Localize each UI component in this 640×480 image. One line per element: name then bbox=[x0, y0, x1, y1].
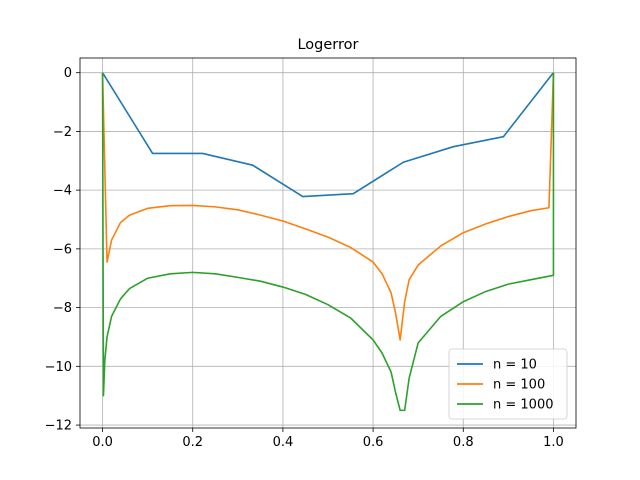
series-line-1 bbox=[101, 72, 555, 198]
x-tick-label: 1.0 bbox=[543, 435, 564, 450]
y-tick-label: −6 bbox=[53, 242, 72, 257]
legend-label: n = 1000 bbox=[493, 398, 553, 413]
legend: n = 10 n = 100 n = 1000 bbox=[448, 348, 568, 420]
series-line-2 bbox=[101, 72, 555, 341]
legend-frame bbox=[448, 348, 568, 420]
series-line-3 bbox=[101, 72, 555, 412]
legend-label: n = 100 bbox=[493, 378, 545, 393]
y-tick-label: −2 bbox=[53, 125, 72, 140]
chart-title: Logerror bbox=[297, 37, 358, 53]
axis-ticks: 0.0 0.2 0.4 0.6 0.8 1.0 0 −2 −4 −6 −8 −10 −12 bbox=[45, 66, 564, 450]
x-tick-label: 0.4 bbox=[273, 435, 294, 450]
y-tick-label: −8 bbox=[53, 301, 72, 316]
x-tick-label: 0.0 bbox=[92, 435, 113, 450]
x-tick-label: 0.6 bbox=[363, 435, 384, 450]
legend-label: n = 10 bbox=[493, 358, 537, 373]
x-tick-label: 0.2 bbox=[182, 435, 203, 450]
axes-frame bbox=[79, 57, 577, 429]
y-tick-label: 0 bbox=[64, 66, 72, 81]
series-lines bbox=[101, 72, 555, 412]
y-tick-label: −4 bbox=[53, 184, 72, 199]
y-tick-label: −10 bbox=[45, 360, 72, 375]
y-tick-label: −12 bbox=[45, 419, 72, 434]
x-tick-label: 0.8 bbox=[453, 435, 474, 450]
